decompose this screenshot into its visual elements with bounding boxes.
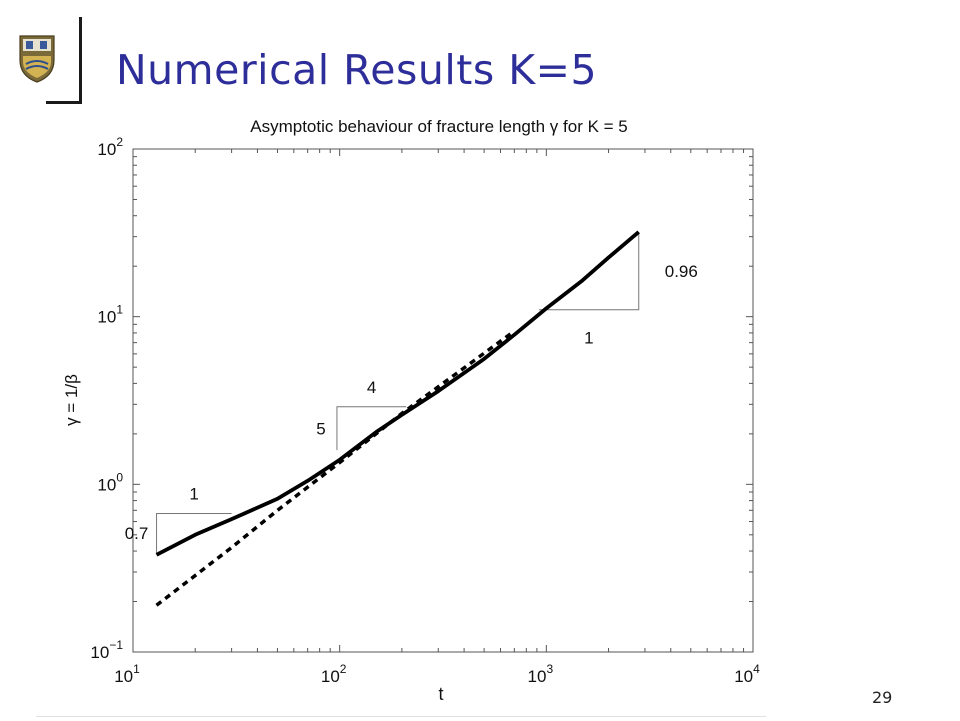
title-divider-vertical — [79, 17, 82, 105]
slope-triangle — [336, 406, 407, 451]
slope-height-label: 5 — [316, 419, 325, 438]
slope-base-label: 4 — [367, 378, 376, 397]
slope-base-label: 1 — [189, 484, 198, 503]
loglog-chart: Asymptotic behaviour of fracture length … — [62, 117, 760, 704]
slope-height-label: 0.7 — [125, 524, 149, 543]
x-axis-label: t — [438, 684, 443, 704]
slope-height-label: 0.96 — [665, 262, 698, 281]
university-crest-logo — [19, 35, 55, 83]
dashed-asymptote-line — [155, 329, 516, 607]
solid-numerical-line — [155, 230, 640, 557]
chart-title: Asymptotic behaviour of fracture length … — [250, 117, 628, 136]
plot-frame — [132, 148, 754, 653]
title-divider-horizontal — [46, 101, 82, 104]
y-tick-label: 101 — [97, 303, 123, 327]
slope-triangle — [538, 231, 640, 311]
y-tick-label: 102 — [97, 135, 123, 159]
y-axis-label: γ = 1/β — [62, 374, 81, 426]
page-number: 29 — [872, 688, 893, 707]
slope-base-label: 1 — [584, 329, 593, 348]
x-tick-label: 102 — [321, 662, 347, 686]
y-tick-label: 100 — [97, 470, 123, 494]
x-tick-label: 104 — [734, 662, 760, 686]
y-tick-label: 10−1 — [90, 638, 123, 662]
x-tick-label: 103 — [528, 662, 554, 686]
chart-panel: Asymptotic behaviour of fracture length … — [36, 104, 766, 717]
slide-title: Numerical Results K=5 — [116, 46, 598, 94]
slope-triangle — [156, 512, 232, 553]
x-tick-label: 101 — [114, 662, 140, 686]
